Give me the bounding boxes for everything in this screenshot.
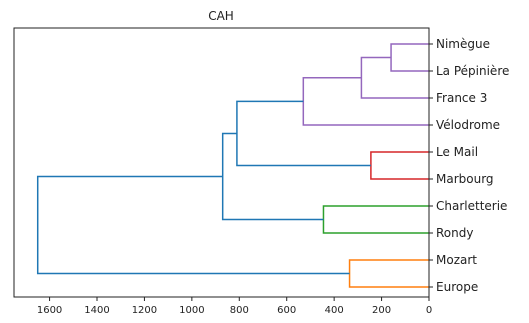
link-n7 xyxy=(221,132,324,221)
leaf-label: France 3 xyxy=(436,91,487,105)
x-tick-label: 1200 xyxy=(132,305,157,316)
x-tick-label: 0 xyxy=(426,305,432,316)
link-n1 xyxy=(390,43,429,72)
link-n4 xyxy=(370,151,429,180)
x-tick-label: 1600 xyxy=(37,305,62,316)
leaf-label: Nimègue xyxy=(436,37,490,51)
chart-title: CAH xyxy=(208,9,234,23)
link-n3 xyxy=(302,77,429,126)
x-tick-label: 600 xyxy=(277,305,296,316)
leaf-label: La Pépinière xyxy=(436,64,509,78)
plot-area-frame xyxy=(13,27,430,298)
leaf-label: Charletterie xyxy=(436,199,507,213)
link-n6 xyxy=(322,205,429,234)
x-tick-label: 200 xyxy=(372,305,391,316)
leaf-label: Marbourg xyxy=(436,172,494,186)
leaf-label: Europe xyxy=(436,280,478,294)
link-n8 xyxy=(348,259,429,288)
x-tick-label: 1400 xyxy=(84,305,109,316)
leaf-label: Le Mail xyxy=(436,145,478,159)
leaf-label: Rondy xyxy=(436,226,473,240)
x-tick-label: 400 xyxy=(325,305,344,316)
link-n2 xyxy=(360,56,429,99)
x-tick-label: 1000 xyxy=(179,305,204,316)
x-tick-label: 800 xyxy=(230,305,249,316)
link-n9 xyxy=(36,175,350,275)
leaf-labels: Nimègue La Pépinière France 3 Vélodrome Le M… xyxy=(429,37,509,294)
leaf-label: Mozart xyxy=(436,253,477,267)
x-axis-ticks: 1600 1400 1200 1000 800 600 400 200 0 xyxy=(37,297,432,316)
leaf-label: Vélodrome xyxy=(436,118,500,132)
dendrogram-links xyxy=(36,43,429,288)
